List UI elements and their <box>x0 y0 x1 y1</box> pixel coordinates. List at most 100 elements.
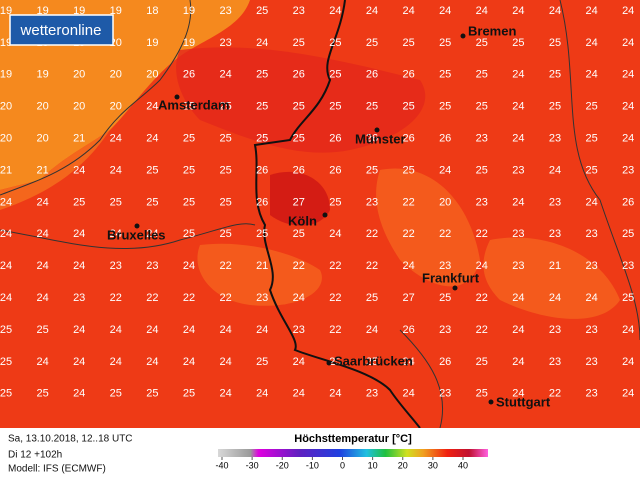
grid-value: 24 <box>585 196 597 208</box>
grid-value: 20 <box>73 101 85 113</box>
grid-value: 25 <box>183 133 195 145</box>
grid-value: 23 <box>219 37 231 49</box>
grid-value: 20 <box>146 69 158 81</box>
legend-tick-label: 30 <box>428 460 438 470</box>
grid-value: 24 <box>183 324 195 336</box>
colorbar <box>218 449 488 457</box>
grid-value: 24 <box>110 324 122 336</box>
grid-value: 24 <box>329 5 341 17</box>
grid-value: 23 <box>512 164 524 176</box>
grid-value: 26 <box>402 69 414 81</box>
run: Di 12 +102h <box>8 450 62 461</box>
logo-text: wetteronline <box>20 22 102 39</box>
grid-value: 20 <box>36 133 48 145</box>
grid-value: 24 <box>219 69 231 81</box>
grid-value: 24 <box>512 292 524 304</box>
grid-value: 24 <box>73 324 85 336</box>
grid-value: 22 <box>366 228 378 240</box>
grid-value: 23 <box>585 356 597 368</box>
grid-value: 25 <box>549 101 561 113</box>
grid-value: 24 <box>622 356 634 368</box>
grid-value: 25 <box>293 133 305 145</box>
grid-value: 21 <box>73 133 85 145</box>
grid-value: 26 <box>183 69 195 81</box>
grid-value: 25 <box>293 101 305 113</box>
grid-value: 26 <box>402 324 414 336</box>
grid-value: 25 <box>476 164 488 176</box>
grid-value: 25 <box>256 5 268 17</box>
grid-value: 23 <box>366 388 378 400</box>
grid-value: 25 <box>256 101 268 113</box>
grid-value: 24 <box>512 196 524 208</box>
grid-value: 24 <box>73 388 85 400</box>
grid-value: 24 <box>36 260 48 272</box>
cities: Bremen Amsterdam Münster Köln Bruxelles … <box>107 23 551 409</box>
grid-value: 25 <box>329 196 341 208</box>
grid-value: 25 <box>0 324 12 336</box>
grid-value: 19 <box>36 5 48 17</box>
grid-value: 24 <box>402 5 414 17</box>
grid-value: 26 <box>256 164 268 176</box>
grid-value: 25 <box>402 164 414 176</box>
grid-value: 26 <box>366 69 378 81</box>
model: Modell: IFS (ECMWF) <box>8 464 106 475</box>
grid-value: 25 <box>329 69 341 81</box>
grid-value: 26 <box>622 196 634 208</box>
grid-value: 24 <box>110 356 122 368</box>
grid-value: 26 <box>366 133 378 145</box>
grid-value: 26 <box>293 69 305 81</box>
legend-tick-label: 40 <box>458 460 468 470</box>
grid-value: 25 <box>36 388 48 400</box>
grid-value: 24 <box>512 388 524 400</box>
grid-value: 25 <box>293 228 305 240</box>
grid-value: 20 <box>36 101 48 113</box>
grid-value: 24 <box>622 388 634 400</box>
grid-value: 25 <box>366 164 378 176</box>
grid-value: 24 <box>146 133 158 145</box>
grid-value: 24 <box>329 388 341 400</box>
grid-value: 24 <box>622 69 634 81</box>
grid-value: 25 <box>0 388 12 400</box>
city-label: Bruxelles <box>107 227 166 242</box>
grid-value: 23 <box>549 228 561 240</box>
grid-value: 24 <box>512 69 524 81</box>
city-dot <box>460 33 466 39</box>
grid-value: 25 <box>622 292 634 304</box>
grid-value: 23 <box>622 260 634 272</box>
grid-value: 25 <box>183 388 195 400</box>
grid-value: 23 <box>549 356 561 368</box>
grid-value: 24 <box>549 292 561 304</box>
grid-value: 25 <box>476 101 488 113</box>
grid-value: 24 <box>366 324 378 336</box>
city-label: Saarbrücken <box>334 353 413 368</box>
grid-value: 25 <box>183 101 195 113</box>
grid-value: 22 <box>110 292 122 304</box>
grid-value: 24 <box>585 37 597 49</box>
grid-value: 26 <box>329 164 341 176</box>
grid-value: 26 <box>293 164 305 176</box>
grid-value: 19 <box>0 5 12 17</box>
grid-value: 19 <box>183 37 195 49</box>
grid-value: 24 <box>219 388 231 400</box>
grid-value: 25 <box>110 388 122 400</box>
grid-value: 25 <box>183 228 195 240</box>
grid-value: 24 <box>549 5 561 17</box>
grid-value: 24 <box>402 388 414 400</box>
grid-value: 25 <box>329 356 341 368</box>
grid-value: 22 <box>329 324 341 336</box>
grid-value: 23 <box>439 324 451 336</box>
grid-value: 22 <box>476 324 488 336</box>
grid-value: 23 <box>439 388 451 400</box>
grid-value: 24 <box>622 324 634 336</box>
grid-value: 25 <box>110 196 122 208</box>
city-dot <box>488 399 494 405</box>
grid-value: 25 <box>183 196 195 208</box>
grid-value: 25 <box>36 324 48 336</box>
grid-value: 24 <box>110 228 122 240</box>
grid-value: 23 <box>293 324 305 336</box>
grid-value: 23 <box>549 196 561 208</box>
grid-value: 19 <box>73 5 85 17</box>
grid-value: 23 <box>110 260 122 272</box>
grid-value: 24 <box>439 164 451 176</box>
grid-value: 19 <box>183 5 195 17</box>
